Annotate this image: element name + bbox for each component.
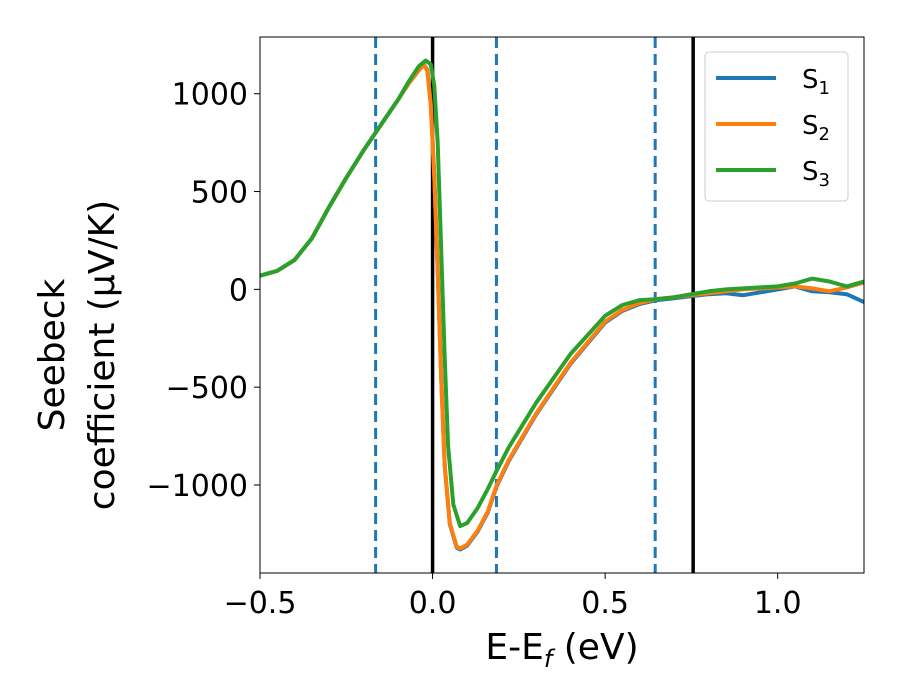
- legend-entries: S1 S2 S3: [716, 65, 830, 191]
- x-tick-label: −0.5: [224, 586, 297, 621]
- legend-box: [704, 51, 849, 202]
- x-axis-title-main: E-E: [485, 627, 543, 668]
- plot-frame: [259, 36, 865, 574]
- y-tick-label: 1000: [172, 78, 248, 113]
- y-axis-title: Seebeck coefficient (μV/K): [32, 200, 123, 510]
- series-lines: [260, 58, 864, 552]
- y-tick-label: −1000: [147, 469, 248, 504]
- y-axis-title-line2: coefficient (μV/K): [82, 200, 123, 510]
- legend-label-s1: S1: [802, 65, 830, 99]
- legend-label-s3: S3: [802, 157, 830, 191]
- legend-label-s2: S2: [802, 111, 830, 145]
- series-line-s3: [260, 58, 864, 529]
- x-axis-title-unit: (eV): [552, 627, 638, 668]
- y-tick-label: −500: [166, 371, 248, 406]
- x-tick-label: 0.0: [409, 586, 457, 621]
- legend: S1 S2 S3: [704, 51, 849, 202]
- y-axis-ticks: −1000 −500 0 500 1000: [147, 78, 260, 504]
- x-tick-label: 0.5: [581, 586, 629, 621]
- x-axis-ticks: −0.5 0.0 0.5 1.0: [224, 573, 802, 621]
- y-axis-title-line1: Seebeck: [32, 278, 73, 431]
- y-tick-label: 500: [191, 176, 248, 211]
- x-axis-title: E-Ef (eV): [485, 627, 638, 673]
- y-tick-label: 0: [229, 273, 248, 308]
- x-tick-label: 1.0: [754, 586, 802, 621]
